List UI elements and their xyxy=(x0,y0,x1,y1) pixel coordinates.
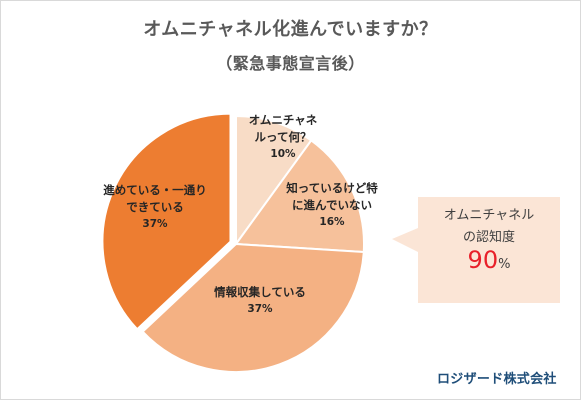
slice-label-1: 知っているけど特 に進んでいない 16% xyxy=(272,180,392,231)
slice-label-0-line2: ルって何？ xyxy=(254,130,312,144)
pie-slice-3 xyxy=(101,112,232,331)
callout-value: 90 xyxy=(467,246,499,274)
callout-line2: の認知度 xyxy=(462,230,515,245)
slice-label-3-line2: できている xyxy=(126,200,184,214)
chart-title: オムニチャネル化進んでいますか？ xyxy=(143,19,438,40)
slice-label-2: 情報収集している 37% xyxy=(200,284,320,318)
company-logo-text: ロジザード株式会社 xyxy=(437,372,557,387)
callout-line1: オムニチャネル xyxy=(443,208,535,223)
slice-label-0-line1: オムニチャネ xyxy=(248,113,318,127)
slice-label-1-line2: に進んでいない xyxy=(292,198,372,212)
slice-label-1-line1: 知っているけど特 xyxy=(286,181,378,195)
pie-slice-2 xyxy=(141,242,365,373)
slice-label-3: 進めている・一通り できている 37% xyxy=(87,182,223,233)
pie-slice-0 xyxy=(235,114,313,248)
slice-value-0: 10% xyxy=(270,148,296,160)
slice-value-3: 37% xyxy=(142,218,168,230)
pie-slice-1 xyxy=(234,139,365,254)
slice-value-1: 16% xyxy=(319,216,345,228)
callout-bubble xyxy=(392,197,560,303)
callout-text: オムニチャネル の認知度 90% xyxy=(418,205,560,276)
chart-subtitle: （緊急事態宣言後） xyxy=(216,54,365,73)
slice-label-2-line1: 情報収集している xyxy=(214,285,306,299)
slice-label-3-line1: 進めている・一通り xyxy=(103,183,207,197)
slice-label-0: オムニチャネ ルって何？ 10% xyxy=(238,112,328,163)
slice-value-2: 37% xyxy=(247,303,273,315)
callout-unit: % xyxy=(498,257,511,272)
